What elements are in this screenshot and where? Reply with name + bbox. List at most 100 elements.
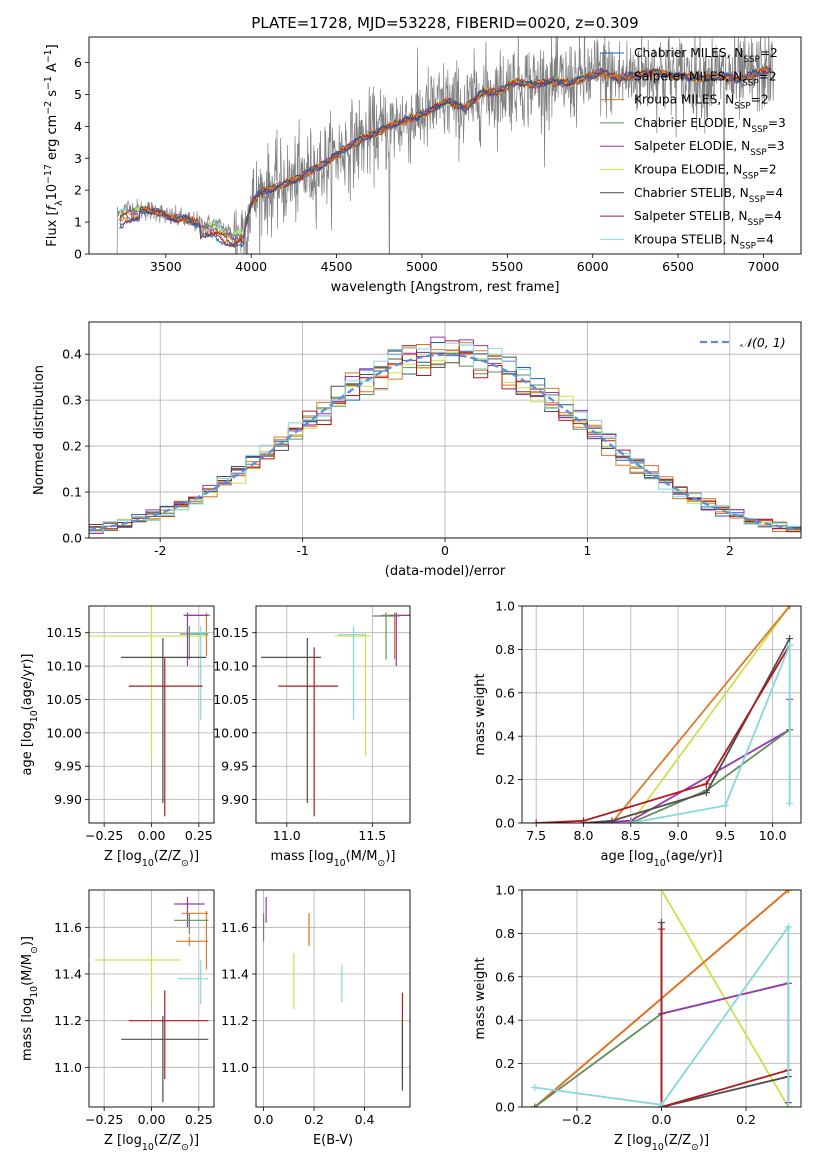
y-tick-label: 0.8 bbox=[495, 926, 515, 941]
legend-label: Salpeter MILES, NSSP=2 bbox=[634, 69, 777, 88]
y-tick-label: 11.2 bbox=[54, 1013, 82, 1028]
y-axis-label: age [log10(age/yr)] bbox=[20, 654, 40, 776]
x-tick-label: 0 bbox=[441, 543, 449, 558]
x-tick-label: 6000 bbox=[577, 259, 609, 274]
weight-point-marker bbox=[786, 635, 794, 643]
y-tick-label: 10.00 bbox=[213, 725, 249, 740]
x-tick-label: −0.25 bbox=[85, 828, 123, 843]
legend-label: Chabrier MILES, NSSP=2 bbox=[634, 46, 778, 65]
y-tick-label: 0.0 bbox=[495, 816, 515, 831]
axes-frame bbox=[255, 889, 411, 1108]
weight-point-marker bbox=[721, 802, 729, 810]
weight-point-marker bbox=[531, 1083, 539, 1091]
y-tick-label: 1.0 bbox=[495, 883, 515, 898]
x-tick-label: 0.00 bbox=[138, 1112, 166, 1127]
y-tick-label: 11.4 bbox=[54, 967, 82, 982]
x-tick-label: 0.2 bbox=[304, 1112, 324, 1127]
y-tick-label: 11.6 bbox=[221, 920, 249, 935]
x-tick-label: −0.2 bbox=[562, 1112, 592, 1127]
y-tick-label: 9.95 bbox=[54, 759, 82, 774]
y-tick-label: 9.90 bbox=[221, 792, 249, 807]
x-tick-label: 0.0 bbox=[254, 1112, 274, 1127]
x-axis-label: Z [log10(Z/Z⊙)] bbox=[104, 849, 199, 869]
y-tick-label: 0.2 bbox=[495, 772, 515, 787]
weight_vs_Z-panel: −0.2 0.0 0.2 0.0 0.2 0.4 0.6 0.8 1.0 Z [log10(Z/Z… bbox=[473, 883, 802, 1153]
x-axis-label: Z [log10(Z/Z⊙)] bbox=[614, 1133, 709, 1153]
weight-point-marker bbox=[786, 641, 794, 649]
y-tick-label: 0.4 bbox=[62, 347, 82, 362]
legend-label: Kroupa MILES, NSSP=2 bbox=[634, 93, 769, 112]
x-tick-label: -1 bbox=[296, 543, 308, 558]
x-tick-label: 8.5 bbox=[621, 828, 641, 843]
mass_vs_ebv-plot-area bbox=[262, 897, 404, 1091]
panels-group: 3500 4000 4500 5000 5500 6000 6500 7000 0 1 2 3 4 5 6 w… bbox=[20, 36, 802, 1153]
x-tick-label: 5000 bbox=[406, 259, 438, 274]
weight_vs_age-plot-area bbox=[532, 606, 794, 823]
y-tick-label: 6 bbox=[74, 55, 82, 70]
y-tick-label: 11.4 bbox=[221, 967, 249, 982]
x-tick-label: 7.5 bbox=[526, 828, 546, 843]
weight-point-marker bbox=[702, 789, 710, 797]
mass_vs_Z-plot-area bbox=[94, 897, 209, 1103]
x-tick-label: 6500 bbox=[662, 259, 694, 274]
legend-label: 𝒩(0, 1) bbox=[740, 335, 786, 350]
residuals-plot-area bbox=[89, 336, 801, 536]
axes-frame bbox=[88, 36, 802, 255]
weight-point-marker bbox=[658, 919, 665, 927]
y-tick-label: 0.2 bbox=[495, 1056, 515, 1071]
y-tick-label: 0.1 bbox=[62, 485, 82, 500]
weight-point-marker bbox=[784, 923, 792, 931]
legend-label: Salpeter ELODIE, NSSP=3 bbox=[634, 139, 785, 158]
spectrum-plot-area bbox=[116, 37, 774, 254]
weight-point-marker bbox=[658, 890, 665, 894]
axes-frame bbox=[521, 889, 802, 1108]
x-tick-label: 0.2 bbox=[736, 1112, 756, 1127]
y-tick-label: 11.2 bbox=[221, 1013, 249, 1028]
y-tick-label: 0.8 bbox=[495, 642, 515, 657]
y-axis-label: Normed distribution bbox=[32, 365, 47, 495]
x-axis-label: wavelength [Angstrom, rest frame] bbox=[331, 280, 560, 295]
y-axis-label: Flux [fλ10−17 erg cm−2 s−1 A−1] bbox=[43, 44, 65, 246]
x-tick-label: 9.5 bbox=[715, 828, 735, 843]
age_vs_Z-panel: −0.25 0.00 0.25 9.90 9.95 10.00 10.05 10.10 10.1… bbox=[20, 605, 215, 869]
x-tick-label: 4000 bbox=[235, 259, 267, 274]
axes-frame bbox=[88, 605, 215, 824]
y-tick-label: 2 bbox=[74, 183, 82, 198]
model-spectrum-line-salpeter-miles bbox=[119, 67, 772, 248]
weight-point-marker bbox=[579, 817, 587, 823]
y-tick-label: 10.05 bbox=[213, 692, 249, 707]
figure-title: PLATE=1728, MJD=53228, FIBERID=0020, z=0… bbox=[251, 14, 638, 32]
x-tick-label: −0.25 bbox=[85, 1112, 123, 1127]
weight-point-marker bbox=[786, 606, 794, 610]
age_vs_mass-panel: 11.0 11.5 9.90 9.95 10.00 10.05 10.10 10.15 mass… bbox=[213, 605, 411, 869]
y-tick-label: 0.0 bbox=[495, 1100, 515, 1115]
age_vs_mass-plot-area bbox=[261, 612, 410, 817]
y-tick-label: 4 bbox=[74, 119, 82, 134]
x-tick-label: 4500 bbox=[321, 259, 353, 274]
y-tick-label: 9.95 bbox=[221, 759, 249, 774]
x-tick-label: 8.0 bbox=[574, 828, 594, 843]
y-tick-label: 9.90 bbox=[54, 792, 82, 807]
weight-line bbox=[583, 699, 791, 823]
y-tick-label: 10.00 bbox=[46, 725, 82, 740]
x-tick-label: 7000 bbox=[748, 259, 780, 274]
axes-frame bbox=[255, 605, 411, 824]
x-axis-label: mass [log10(M/M⊙)] bbox=[271, 849, 396, 869]
y-axis-label: mass weight bbox=[473, 957, 488, 1039]
y-tick-label: 10.05 bbox=[46, 692, 82, 707]
legend-label: Chabrier STELIB, NSSP=4 bbox=[634, 186, 783, 205]
y-tick-label: 3 bbox=[74, 151, 82, 166]
x-tick-label: 5500 bbox=[491, 259, 523, 274]
axes-frame bbox=[521, 605, 802, 824]
weight-line bbox=[611, 606, 791, 823]
weight-line bbox=[630, 606, 791, 823]
y-axis-label: mass weight bbox=[473, 673, 488, 755]
y-tick-label: 10.10 bbox=[46, 659, 82, 674]
x-tick-label: 0.25 bbox=[185, 1112, 213, 1127]
weight-point-marker bbox=[702, 780, 710, 788]
y-tick-label: 10.15 bbox=[213, 625, 249, 640]
weight-point-marker bbox=[608, 817, 616, 823]
x-tick-label: 11.5 bbox=[358, 828, 386, 843]
spectrum-panel: 3500 4000 4500 5000 5500 6000 6500 7000 0 1 2 3 4 5 6 w… bbox=[43, 36, 802, 295]
